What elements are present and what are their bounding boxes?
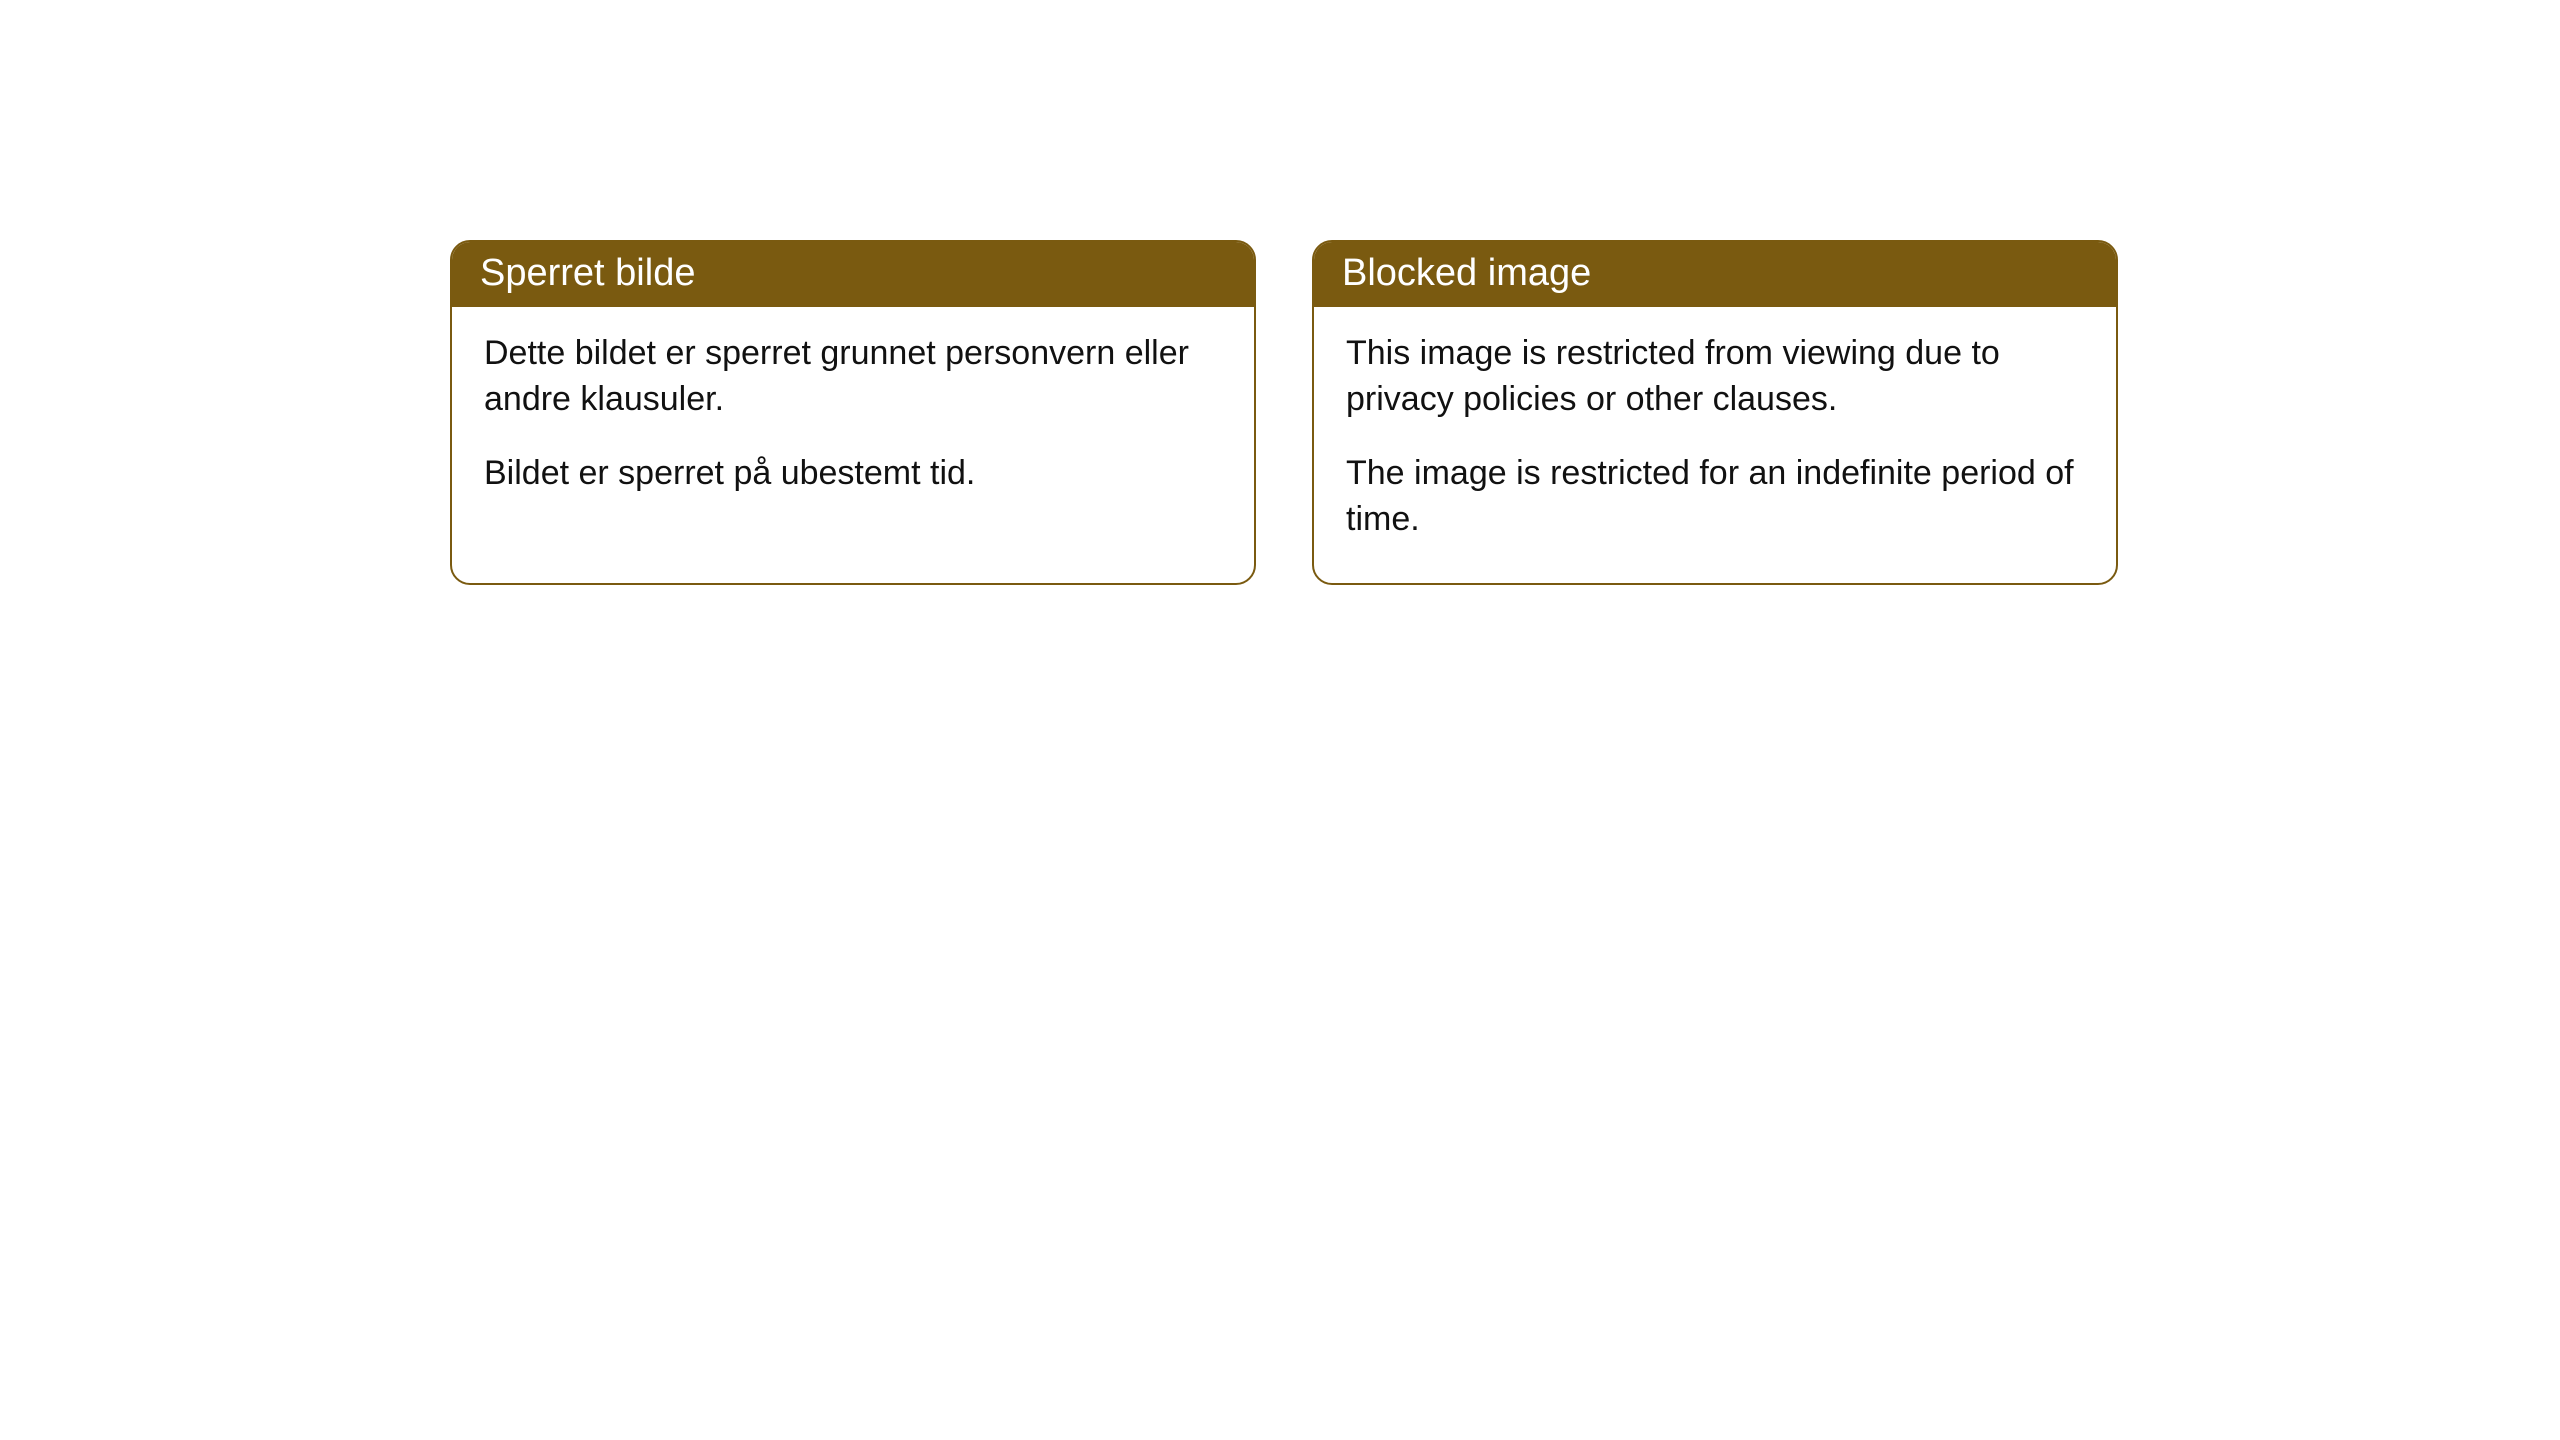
card-header: Blocked image bbox=[1314, 242, 2116, 307]
card-header: Sperret bilde bbox=[452, 242, 1254, 307]
card-body: Dette bildet er sperret grunnet personve… bbox=[452, 307, 1254, 537]
card-paragraph: This image is restricted from viewing du… bbox=[1346, 331, 2084, 423]
notice-card-english: Blocked image This image is restricted f… bbox=[1312, 240, 2118, 585]
card-paragraph: Dette bildet er sperret grunnet personve… bbox=[484, 331, 1222, 423]
notice-card-norwegian: Sperret bilde Dette bildet er sperret gr… bbox=[450, 240, 1256, 585]
notice-cards-container: Sperret bilde Dette bildet er sperret gr… bbox=[0, 0, 2560, 585]
card-paragraph: The image is restricted for an indefinit… bbox=[1346, 451, 2084, 543]
card-paragraph: Bildet er sperret på ubestemt tid. bbox=[484, 451, 1222, 497]
card-body: This image is restricted from viewing du… bbox=[1314, 307, 2116, 583]
